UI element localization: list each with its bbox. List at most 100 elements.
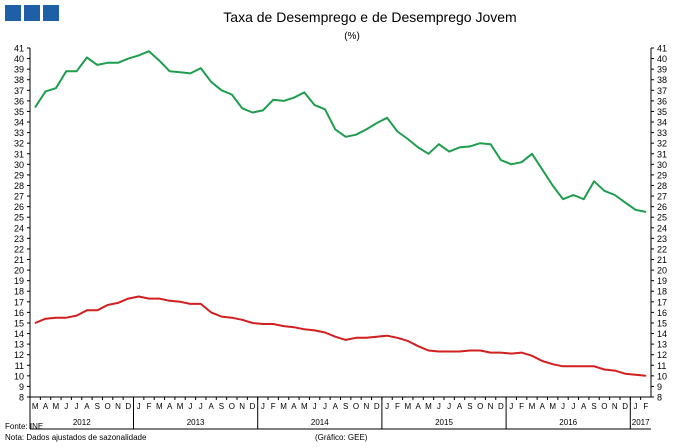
chart-title: Taxa de Desemprego e de Desemprego Jovem bbox=[223, 9, 516, 25]
x-month-label: A bbox=[457, 402, 463, 411]
series-2-point bbox=[407, 340, 409, 342]
series-1-point bbox=[169, 70, 171, 72]
x-month-label: N bbox=[488, 402, 494, 411]
x-month-label: M bbox=[177, 402, 184, 411]
y-tick-label-right: 11 bbox=[657, 361, 666, 371]
series-2-point bbox=[593, 365, 595, 367]
series-2-point bbox=[179, 301, 181, 303]
y-tick-label-right: 29 bbox=[657, 170, 667, 180]
series-line-1 bbox=[34, 50, 646, 213]
series-2-point bbox=[427, 349, 430, 352]
series-1-point bbox=[86, 56, 88, 59]
y-tick-label-left: 32 bbox=[14, 139, 24, 149]
y-tick-label-left: 10 bbox=[14, 371, 24, 381]
y-tick-label-left: 41 bbox=[14, 44, 24, 54]
series-2-point bbox=[541, 360, 543, 362]
x-month-label: J bbox=[64, 402, 68, 411]
series-2-point bbox=[396, 337, 399, 339]
series-2-point bbox=[572, 365, 574, 367]
series-2-point bbox=[189, 303, 192, 305]
x-year-label: 2015 bbox=[435, 418, 453, 427]
y-tick-label-right: 28 bbox=[657, 181, 667, 191]
series-2-point bbox=[365, 337, 367, 339]
x-month-label: M bbox=[32, 402, 39, 411]
series-2-point bbox=[293, 326, 295, 328]
y-tick-label-right: 13 bbox=[657, 340, 667, 350]
series-1-point bbox=[562, 198, 564, 200]
series-group bbox=[34, 50, 647, 377]
y-tick-label-right: 18 bbox=[657, 287, 667, 297]
x-month-label: D bbox=[250, 402, 256, 411]
series-2-point bbox=[86, 309, 88, 311]
series-1-point bbox=[324, 108, 326, 110]
x-month-label: S bbox=[219, 402, 224, 411]
series-line-2 bbox=[34, 295, 646, 377]
series-1-point bbox=[572, 194, 574, 196]
x-month-label: J bbox=[261, 402, 265, 411]
x-month-label: F bbox=[271, 402, 276, 411]
x-month-label: D bbox=[125, 402, 131, 411]
y-tick-label-left: 36 bbox=[14, 96, 24, 106]
x-month-label: M bbox=[529, 402, 536, 411]
y-tick-label-right: 39 bbox=[657, 65, 667, 75]
series-1-point bbox=[107, 62, 109, 64]
series-2-point bbox=[376, 336, 378, 338]
chart-subtitle: (%) bbox=[344, 31, 360, 42]
series-2-point bbox=[552, 363, 554, 365]
y-tick-label-left: 16 bbox=[14, 308, 24, 318]
series-1-point bbox=[34, 106, 36, 108]
logo-square-3 bbox=[43, 5, 59, 21]
logo bbox=[5, 5, 59, 21]
x-month-label: J bbox=[137, 402, 141, 411]
series-1-point bbox=[138, 54, 140, 57]
y-tick-label-left: 11 bbox=[15, 361, 24, 371]
y-tick-label-left: 33 bbox=[14, 128, 24, 138]
x-month-label: O bbox=[477, 402, 483, 411]
y-tick-label-left: 13 bbox=[14, 340, 24, 350]
y-tick-label-left: 9 bbox=[19, 382, 24, 392]
series-1-point bbox=[593, 180, 595, 182]
y-tick-label-right: 27 bbox=[657, 192, 667, 202]
y-tick-label-left: 14 bbox=[14, 329, 24, 339]
series-2-point bbox=[107, 304, 109, 306]
adjustment-note: Nota: Dados ajustados de sazonalidade bbox=[5, 433, 147, 442]
series-2-point bbox=[583, 365, 585, 367]
y-tick-label-left: 37 bbox=[14, 86, 24, 96]
x-month-label: J bbox=[509, 402, 513, 411]
x-month-label: J bbox=[75, 402, 79, 411]
series-1-point bbox=[231, 93, 233, 96]
x-month-label: N bbox=[239, 402, 245, 411]
x-year-label: 2016 bbox=[559, 418, 577, 427]
x-month-label: S bbox=[343, 402, 348, 411]
series-1-point bbox=[634, 209, 637, 211]
x-month-label: D bbox=[622, 402, 628, 411]
series-1-point bbox=[272, 99, 274, 101]
y-tick-label-right: 41 bbox=[657, 44, 667, 54]
series-2-point bbox=[500, 351, 502, 354]
x-month-label: N bbox=[363, 402, 369, 411]
y-tick-label-left: 27 bbox=[14, 192, 24, 202]
y-tick-label-right: 24 bbox=[657, 223, 667, 233]
y-tick-label-right: 15 bbox=[657, 318, 667, 328]
series-2-point bbox=[158, 298, 160, 300]
series-2-point bbox=[262, 323, 264, 325]
y-tick-label-left: 31 bbox=[14, 149, 24, 159]
x-month-label: A bbox=[581, 402, 587, 411]
series-2-point bbox=[282, 325, 285, 327]
series-1-point bbox=[489, 143, 492, 145]
series-1-point bbox=[355, 134, 357, 136]
x-month-label: F bbox=[395, 402, 400, 411]
x-month-label: F bbox=[147, 402, 152, 411]
series-2-point bbox=[334, 336, 336, 338]
y-tick-label-left: 21 bbox=[14, 255, 24, 265]
y-tick-label-left: 28 bbox=[14, 181, 24, 191]
series-1-point bbox=[510, 163, 512, 165]
series-2-point bbox=[117, 302, 119, 304]
x-month-label: A bbox=[333, 402, 339, 411]
y-tick-label-right: 14 bbox=[657, 329, 667, 339]
series-2-point bbox=[34, 322, 36, 324]
series-2-point bbox=[55, 317, 57, 319]
series-2-point bbox=[138, 295, 140, 298]
x-month-label: A bbox=[540, 402, 546, 411]
logo-square-2 bbox=[24, 5, 40, 21]
